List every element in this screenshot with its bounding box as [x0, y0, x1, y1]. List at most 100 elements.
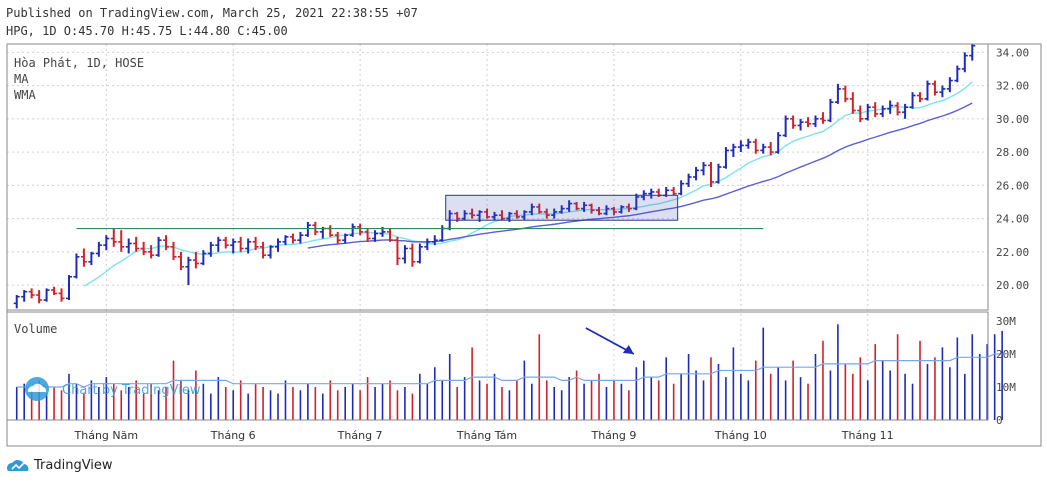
axes: 20.00 22.00 24.00 26.00 28.00 30.00 32.00 34.00…: [74, 46, 1030, 442]
ohlc-bar: [775, 132, 782, 154]
published-info: Published on TradingView.com, March 25, …: [6, 6, 418, 20]
ohlc-bar: [961, 52, 968, 73]
ohlc-bar: [722, 147, 729, 169]
ohlc-bar: [491, 211, 498, 221]
price-tick-label: 20.00: [996, 279, 1029, 292]
price-pane-border: [6, 43, 989, 311]
ohlc-bar: [80, 248, 87, 267]
ohlc-bar: [782, 115, 789, 138]
ohlc-bar: [88, 251, 95, 266]
grid-lines: [7, 44, 988, 420]
price-tick-label: 22.00: [996, 246, 1029, 259]
ohlc-bar: [551, 208, 558, 219]
ohlc-bar: [834, 83, 841, 104]
ohlc-bar: [192, 251, 199, 269]
ohlc-bar: [364, 228, 371, 242]
time-tick-label: Tháng Năm: [74, 429, 139, 442]
ohlc-bar: [857, 105, 864, 123]
time-tick-label: Tháng 7: [337, 429, 383, 442]
ohlc-bar: [304, 221, 311, 237]
ohlc-bar: [95, 241, 102, 257]
ohlc-bar: [65, 275, 72, 301]
ohlc-bar: [558, 205, 565, 214]
price-tick-label: 34.00: [996, 46, 1029, 59]
volume-bars: [15, 324, 1003, 420]
ma-legend: MA: [14, 72, 29, 86]
ohlc-bar: [566, 200, 573, 212]
outer-border: [6, 43, 1042, 447]
ohlc-bar: [215, 236, 222, 252]
time-tick-label: Tháng Tám: [456, 429, 517, 442]
ohlc-readout: HPG, 1D O:45.70 H:45.75 L:44.80 C:45.00: [6, 24, 288, 38]
ohlc-bar: [252, 236, 259, 251]
ohlc-bar: [297, 231, 304, 244]
ohlc-bar: [394, 236, 401, 266]
ohlc-bar: [954, 65, 961, 83]
ohlc-bar: [685, 173, 692, 187]
ohlc-bar: [245, 238, 252, 254]
ohlc-bar: [760, 143, 767, 154]
ohlc-bar: [902, 103, 909, 119]
ohlc-bar: [588, 203, 595, 214]
time-tick-label: Tháng 11: [841, 429, 894, 442]
ohlc-bar: [58, 288, 65, 302]
ohlc-bar: [148, 245, 155, 259]
ohlc-bar: [707, 162, 714, 187]
ohlc-bar: [125, 238, 132, 254]
ohlc-bar: [498, 210, 505, 221]
ohlc-bar: [581, 201, 588, 212]
price-tick-label: 28.00: [996, 146, 1029, 159]
ohlc-bar: [872, 102, 879, 118]
ohlc-bar: [924, 80, 931, 101]
ohlc-bar: [678, 180, 685, 196]
ohlc-bar: [603, 205, 610, 216]
range-box: [445, 194, 679, 221]
ohlc-bar: [282, 235, 289, 246]
ma-line: [83, 81, 973, 287]
ohlc-bar: [103, 235, 110, 251]
ohlc-bar: [715, 163, 722, 184]
price-bars: [13, 44, 976, 309]
volume-tick-label: 30M: [996, 315, 1016, 328]
volume-tick-label: 20M: [996, 348, 1016, 361]
ohlc-bar: [648, 188, 655, 199]
annotations: [76, 194, 764, 355]
volume-label: Volume: [14, 322, 57, 336]
ohlc-bar: [200, 250, 207, 266]
ohlc-bar: [767, 142, 774, 156]
ohlc-bar: [207, 241, 214, 257]
ohlc-bar: [386, 228, 393, 242]
ohlc-bar: [260, 241, 267, 259]
ohlc-bar: [931, 80, 938, 96]
ohlc-bar: [946, 77, 953, 93]
volume-tick-label: 10M: [996, 381, 1016, 394]
time-tick-label: Tháng 6: [210, 429, 256, 442]
ohlc-bar: [805, 117, 812, 128]
ohlc-bar: [521, 210, 528, 221]
tradingview-logo-icon: [7, 460, 29, 471]
ohlc-bar: [610, 206, 617, 216]
ohlc-bar: [819, 112, 826, 124]
ohlc-bar: [222, 236, 229, 249]
ohlc-bar: [528, 203, 535, 216]
chart-frame: [6, 43, 1042, 447]
ohlc-bar: [633, 193, 640, 211]
ohlc-bar: [939, 85, 946, 98]
ohlc-bar: [118, 230, 125, 252]
ohlc-bar: [185, 256, 192, 286]
ohlc-bar: [909, 92, 916, 109]
price-tick-label: 26.00: [996, 179, 1029, 192]
ohlc-bar: [849, 92, 856, 114]
ohlc-bar: [536, 203, 543, 214]
footer-brand[interactable]: TradingView: [6, 456, 113, 474]
ohlc-bar: [730, 143, 737, 158]
ohlc-bar: [969, 44, 976, 61]
ohlc-bar: [917, 92, 924, 103]
watermark: Chart by TradingView: [25, 377, 201, 401]
ohlc-bar: [133, 236, 140, 252]
ohlc-bar: [237, 236, 244, 252]
ohlc-bar: [28, 288, 35, 299]
ohlc-bar: [596, 206, 603, 216]
ohlc-bar: [618, 205, 625, 214]
